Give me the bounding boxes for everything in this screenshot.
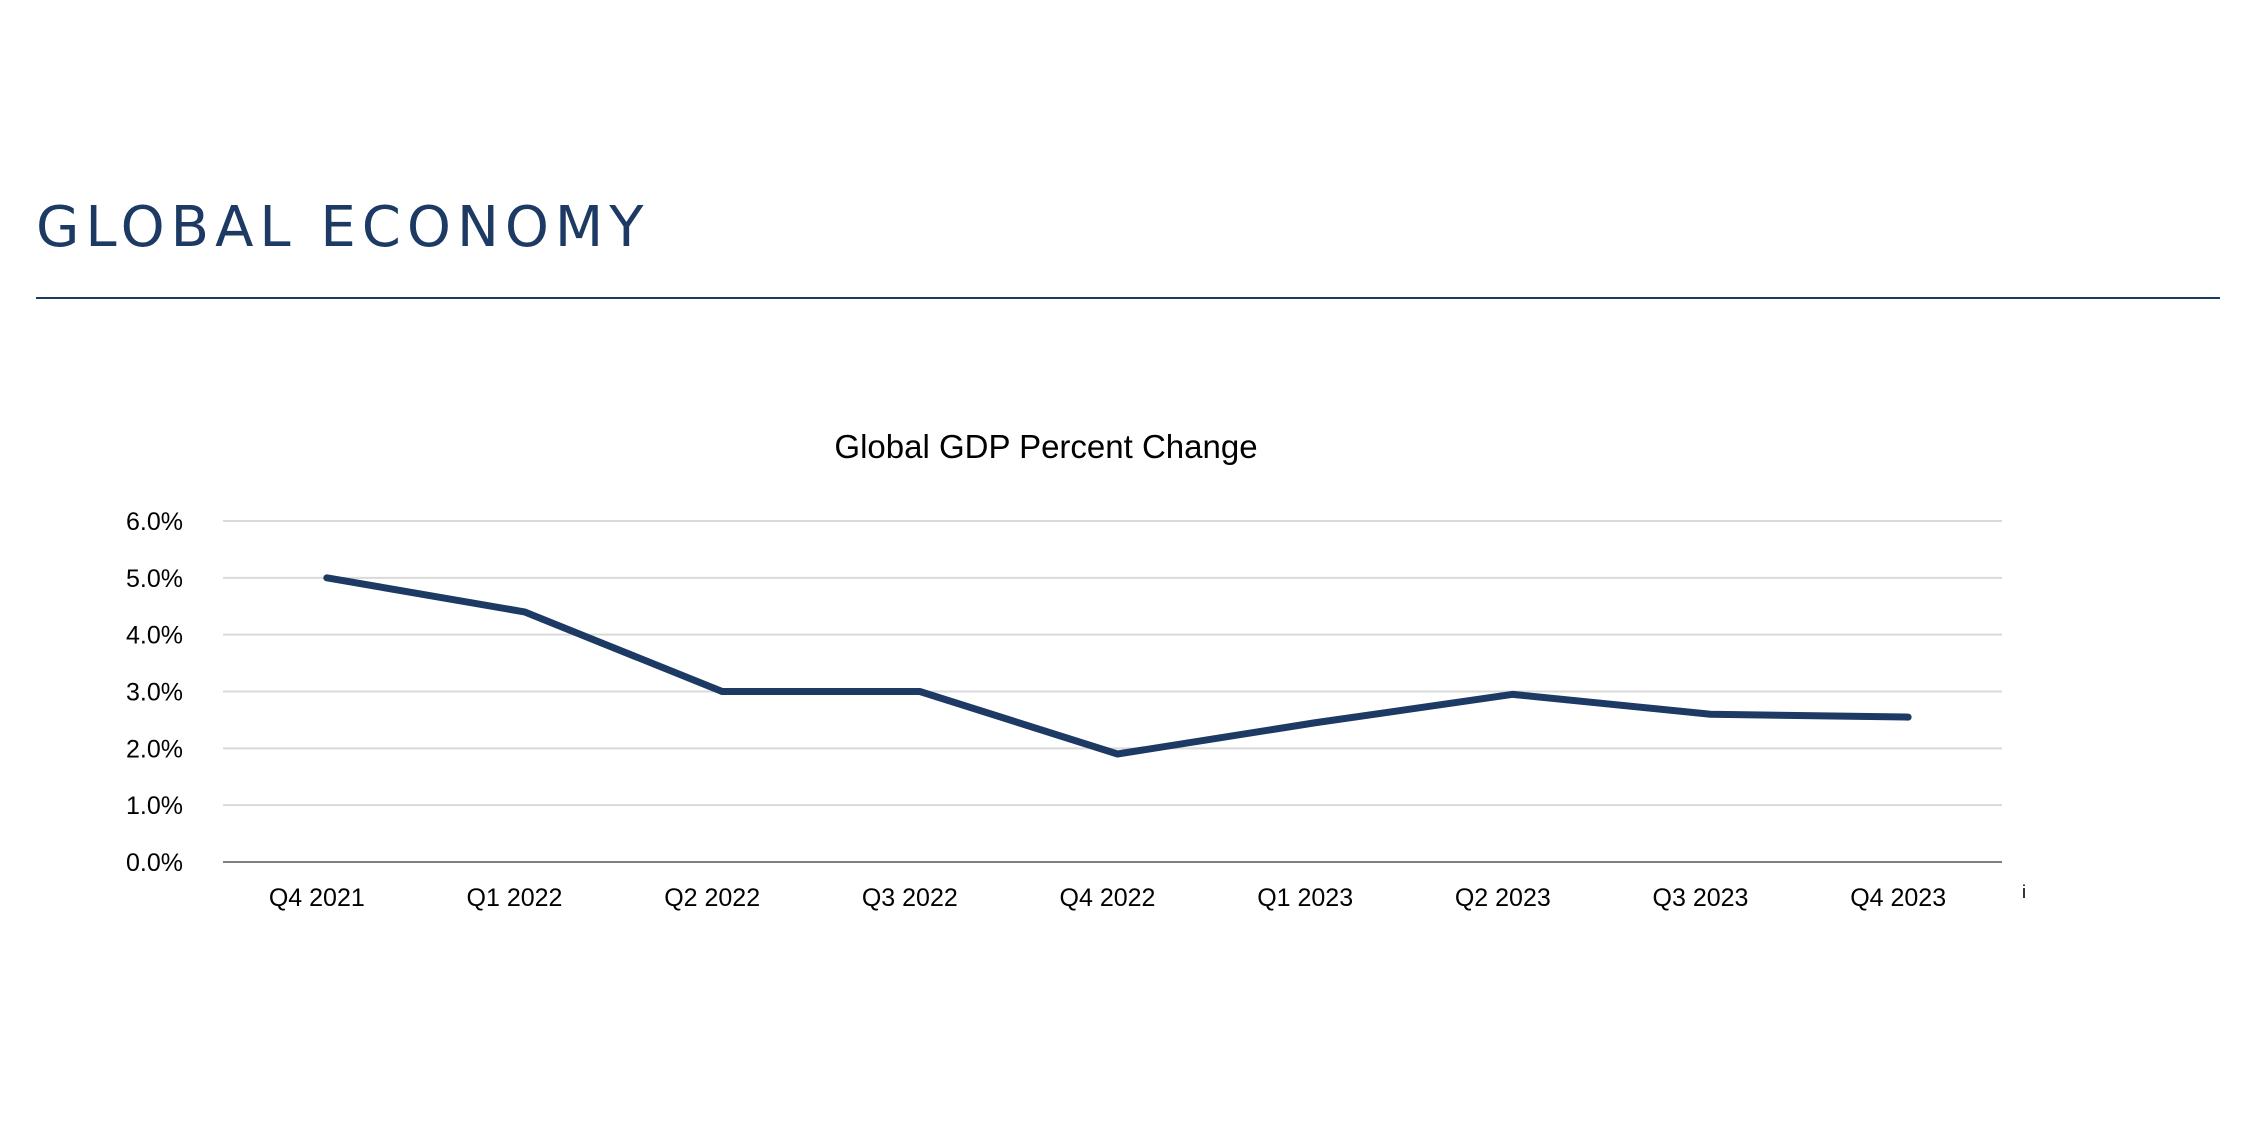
series-line (323, 574, 1912, 758)
y-tick-label: 5.0% (126, 565, 183, 593)
x-axis-tick-labels: Q4 2021 Q1 2022 Q2 2022 Q3 2022 Q4 2022 Q1 20… (269, 884, 1946, 912)
gridlines (223, 520, 2002, 807)
x-tick-label: Q3 2023 (1653, 884, 1749, 912)
x-tick-label: Q4 2021 (269, 884, 365, 912)
y-tick-label: 1.0% (126, 792, 183, 820)
y-tick-label: 4.0% (126, 622, 183, 650)
x-tick-label: Q2 2022 (664, 884, 760, 912)
chart-title: Global GDP Percent Change (834, 428, 1257, 465)
series-group (323, 574, 1912, 758)
y-tick-label: 3.0% (126, 679, 183, 707)
x-tick-label: Q4 2022 (1060, 884, 1156, 912)
y-tick-label: 0.0% (126, 849, 183, 877)
x-tick-label: Q3 2022 (862, 884, 958, 912)
x-tick-label: Q2 2023 (1455, 884, 1551, 912)
x-tick-label: Q4 2023 (1850, 884, 1946, 912)
y-tick-label: 6.0% (126, 508, 183, 536)
x-tick-label: Q1 2023 (1257, 884, 1353, 912)
footnote-marker: i (2022, 882, 2026, 902)
x-tick-label: Q1 2022 (467, 884, 563, 912)
slide-title: GLOBAL ECONOMY (36, 195, 650, 260)
y-tick-label: 2.0% (126, 735, 183, 763)
y-axis-tick-labels: 0.0% 1.0% 2.0% 3.0% 4.0% 5.0% 6.0% (126, 508, 183, 877)
title-divider (36, 297, 2220, 299)
